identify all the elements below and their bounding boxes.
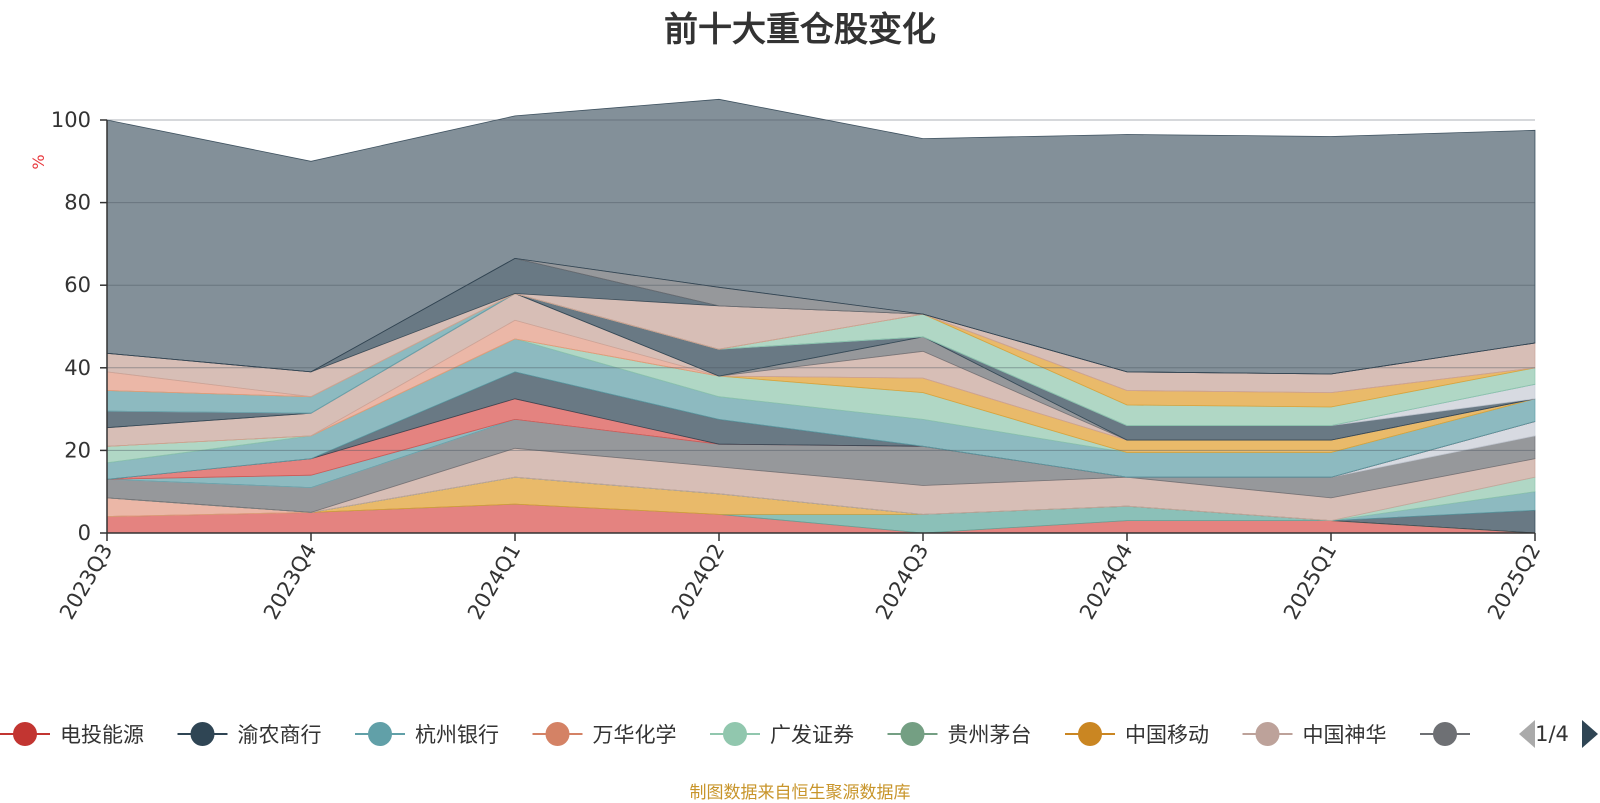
- y-axis-unit-label: %: [29, 154, 48, 169]
- chart-title: 前十大重仓股变化: [664, 10, 936, 50]
- y-tick-label-40: 40: [64, 356, 91, 380]
- legend-label-2: 渝农商行: [238, 723, 322, 747]
- x-tick-label-2024Q4: 2024Q4: [1075, 540, 1137, 624]
- legend-item-1[interactable]: 电投能源: [0, 722, 144, 747]
- legend-marker-1: [13, 722, 37, 746]
- legend-marker-4: [545, 722, 570, 746]
- x-tick-label-2025Q2: 2025Q2: [1483, 540, 1545, 624]
- y-tick-label-60: 60: [64, 273, 91, 297]
- legend-page-indicator: 1/4: [1535, 722, 1569, 746]
- legend-marker-3: [368, 722, 392, 746]
- legend-item-8[interactable]: 中国神华: [1242, 722, 1387, 747]
- y-tick-label-80: 80: [64, 191, 91, 215]
- legend-item-2[interactable]: 渝农商行: [177, 722, 322, 747]
- legend-next-page-icon[interactable]: [1582, 720, 1598, 748]
- legend-item-3[interactable]: 杭州银行: [355, 722, 499, 747]
- legend-marker-8: [1255, 722, 1280, 746]
- legend-marker-2: [190, 722, 215, 746]
- y-tick-label-100: 100: [51, 108, 91, 132]
- legend-label-4: 万华化学: [593, 723, 677, 747]
- legend-marker-5: [723, 722, 747, 746]
- legend-item-4[interactable]: 万华化学: [532, 722, 677, 747]
- legend-label-7: 中国移动: [1125, 723, 1209, 747]
- legend-item-6[interactable]: 贵州茅台: [887, 722, 1032, 747]
- y-tick-label-20: 20: [64, 438, 91, 462]
- y-tick-label-0: 0: [78, 521, 91, 545]
- legend-marker-9: [1433, 722, 1457, 746]
- legend-prev-page-icon[interactable]: [1519, 720, 1535, 748]
- legend-marker-6: [900, 722, 925, 746]
- legend-label-6: 贵州茅台: [948, 723, 1032, 747]
- legend-label-3: 杭州银行: [415, 723, 499, 747]
- legend-marker-7: [1078, 722, 1102, 746]
- legend-item-9[interactable]: [1420, 722, 1470, 746]
- x-tick-label-2023Q4: 2023Q4: [259, 540, 321, 624]
- legend-label-1: 电投能源: [60, 723, 144, 747]
- legend-label-8: 中国神华: [1303, 723, 1387, 747]
- x-tick-label-2024Q3: 2024Q3: [871, 540, 933, 624]
- x-tick-label-2024Q2: 2024Q2: [667, 540, 729, 624]
- x-tick-label-2023Q3: 2023Q3: [55, 540, 117, 624]
- source-note: 制图数据来自恒生聚源数据库: [689, 783, 911, 803]
- area-series-28: [106, 98, 1536, 375]
- x-tick-label-2024Q1: 2024Q1: [463, 540, 525, 624]
- x-tick-label-2025Q1: 2025Q1: [1279, 540, 1341, 624]
- legend-item-5[interactable]: 广发证券: [710, 722, 854, 747]
- legend-label-5: 广发证券: [770, 723, 854, 747]
- legend-item-7[interactable]: 中国移动: [1065, 722, 1209, 747]
